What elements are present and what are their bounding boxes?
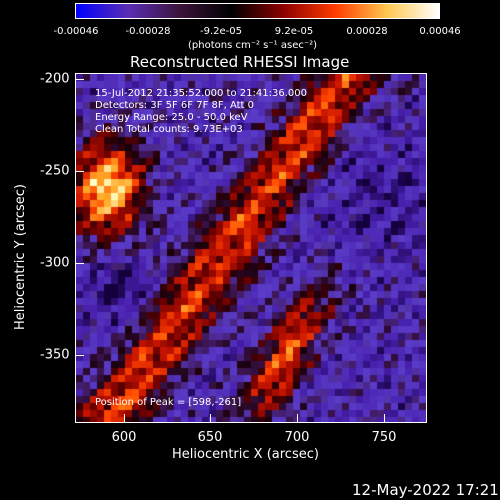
- colorbar-tick: 0.00028: [346, 26, 388, 37]
- x-tick-label: 750: [371, 430, 397, 445]
- rhessi-image: [76, 74, 426, 422]
- x-tick-mark: [297, 414, 298, 422]
- colorbar-tick: 0.00046: [419, 26, 461, 37]
- y-axis-label: Heliocentric Y (arcsec): [13, 184, 28, 330]
- plot-title: Reconstructed RHESSI Image: [130, 53, 350, 71]
- y-tick-mark: [76, 263, 84, 264]
- colorbar-tick: -0.00028: [125, 26, 171, 37]
- x-tick-mark: [210, 414, 211, 422]
- x-tick-label: 600: [111, 430, 137, 445]
- peak-position-label: Position of Peak = [598,-261]: [95, 397, 242, 408]
- x-tick-mark: [384, 414, 385, 422]
- y-tick-label: -350: [40, 347, 70, 363]
- y-tick-mark: [76, 171, 84, 172]
- colorbar-tick: 9.2e-05: [274, 26, 314, 37]
- x-tick-label: 650: [197, 430, 223, 445]
- x-axis-label: Heliocentric X (arcsec): [172, 447, 319, 462]
- energy-range-label: Energy Range: 25.0 - 50.0 keV: [95, 112, 248, 123]
- x-tick-mark: [124, 414, 125, 422]
- colorbar: [75, 3, 440, 19]
- y-tick-mark: [76, 79, 84, 80]
- colorbar-tick: -0.00046: [53, 26, 99, 37]
- detectors-label: Detectors: 3F 5F 6F 7F 8F, Att 0: [95, 100, 255, 111]
- y-tick-label: -300: [40, 255, 70, 271]
- colorbar-tick: -9.2e-05: [200, 26, 242, 37]
- x-tick-label: 700: [284, 430, 310, 445]
- total-counts-label: Clean Total counts: 9.73E+03: [95, 124, 243, 135]
- y-tick-mark: [76, 355, 84, 356]
- footer-timestamp: 12-May-2022 17:21: [352, 481, 499, 499]
- time-range-label: 15-Jul-2012 21:35:52.000 to 21:41:36.000: [95, 88, 307, 99]
- y-tick-label: -200: [40, 71, 70, 87]
- y-tick-label: -250: [40, 163, 70, 179]
- image-panel: [75, 73, 427, 423]
- colorbar-units: (photons cm⁻² s⁻¹ asec⁻²): [188, 40, 318, 51]
